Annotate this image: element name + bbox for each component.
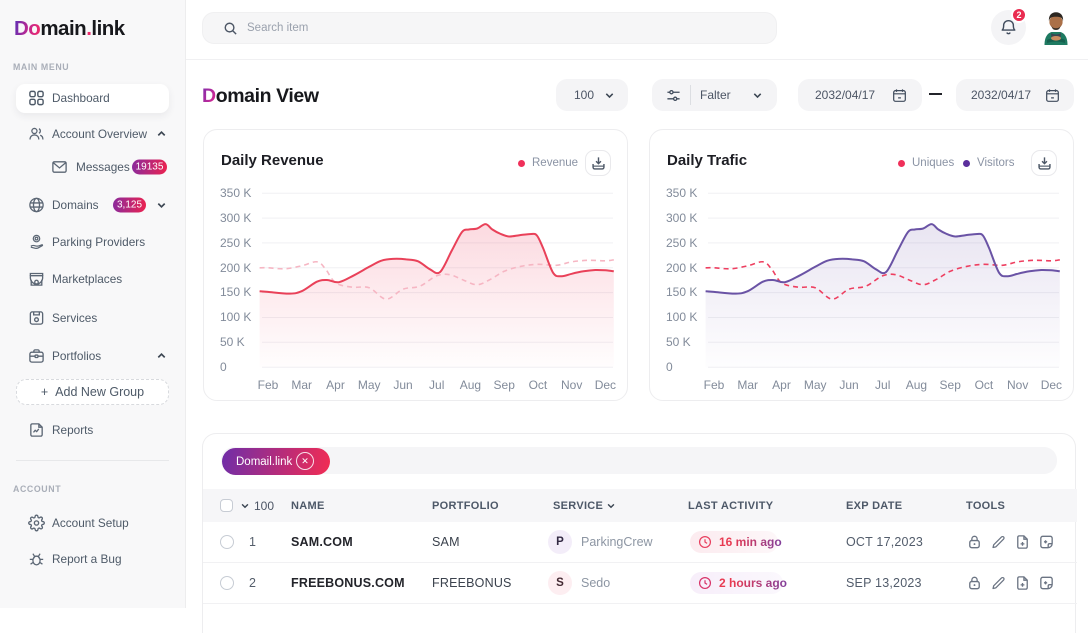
svg-text:Nov: Nov: [561, 378, 582, 392]
svg-text:100 K: 100 K: [666, 310, 697, 324]
svg-text:Sep: Sep: [494, 378, 516, 392]
svg-text:Sep: Sep: [940, 378, 962, 392]
svg-text:300 K: 300 K: [220, 211, 251, 225]
svg-text:50 K: 50 K: [220, 335, 245, 349]
svg-text:150 K: 150 K: [220, 285, 251, 299]
svg-text:200 K: 200 K: [220, 261, 251, 275]
svg-text:250 K: 250 K: [666, 236, 697, 250]
svg-text:May: May: [804, 378, 827, 392]
svg-text:Dec: Dec: [1041, 378, 1062, 392]
svg-text:300 K: 300 K: [666, 211, 697, 225]
svg-text:250 K: 250 K: [220, 236, 251, 250]
svg-text:Oct: Oct: [975, 378, 994, 392]
svg-text:0: 0: [666, 360, 673, 374]
svg-text:Oct: Oct: [529, 378, 548, 392]
svg-text:Jul: Jul: [429, 378, 444, 392]
svg-text:Jul: Jul: [875, 378, 890, 392]
svg-text:Apr: Apr: [772, 378, 791, 392]
svg-text:Feb: Feb: [704, 378, 725, 392]
svg-text:50 K: 50 K: [666, 335, 691, 349]
svg-text:350 K: 350 K: [666, 186, 697, 200]
svg-text:350 K: 350 K: [220, 186, 251, 200]
svg-text:200 K: 200 K: [666, 261, 697, 275]
svg-text:May: May: [358, 378, 381, 392]
svg-text:Dec: Dec: [595, 378, 616, 392]
svg-text:Jun: Jun: [839, 378, 858, 392]
svg-text:100 K: 100 K: [220, 310, 251, 324]
svg-text:Aug: Aug: [906, 378, 927, 392]
svg-text:Nov: Nov: [1007, 378, 1028, 392]
svg-text:Apr: Apr: [326, 378, 345, 392]
svg-text:Feb: Feb: [258, 378, 279, 392]
svg-text:Jun: Jun: [393, 378, 412, 392]
svg-text:Mar: Mar: [291, 378, 312, 392]
svg-text:150 K: 150 K: [666, 285, 697, 299]
svg-text:Mar: Mar: [737, 378, 758, 392]
svg-text:Aug: Aug: [460, 378, 481, 392]
svg-text:0: 0: [220, 360, 227, 374]
